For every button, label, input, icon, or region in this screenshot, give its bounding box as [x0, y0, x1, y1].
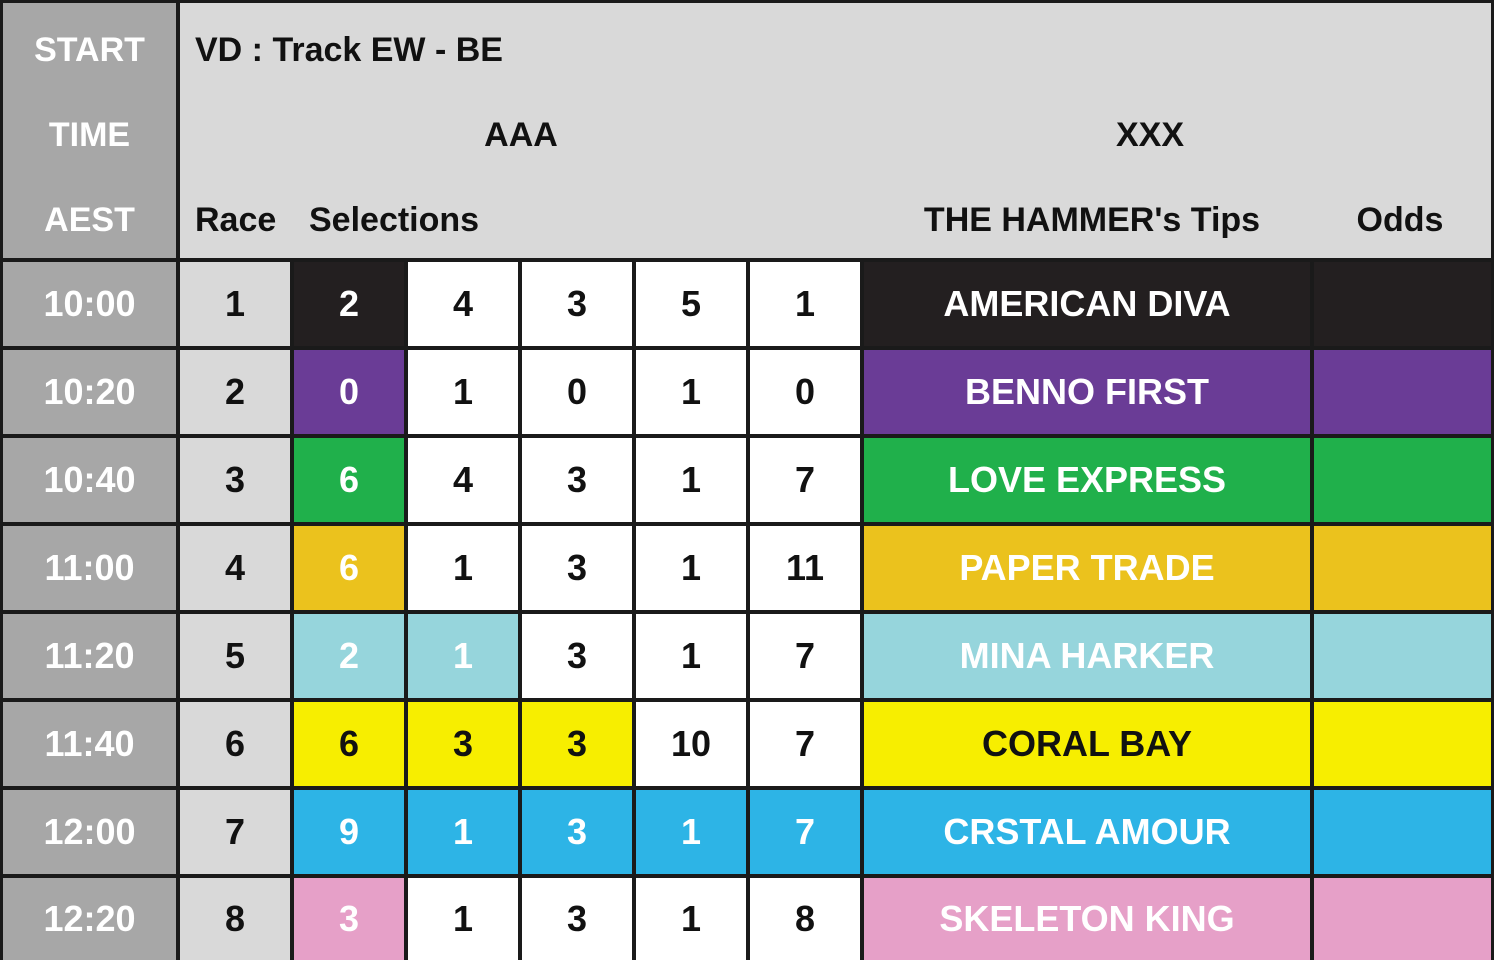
odds-cell [1314, 878, 1491, 960]
selection-cell: 3 [522, 790, 632, 874]
start-label: START [34, 31, 145, 69]
selection-cell: 3 [522, 878, 632, 960]
selection-cell: 1 [636, 350, 746, 434]
selection-cell: 10 [636, 702, 746, 786]
tip-name-cell: MINA HARKER [864, 614, 1310, 698]
selection-cell: 1 [636, 790, 746, 874]
odds-cell [1314, 526, 1491, 610]
start-time-header: START TIME AEST [3, 3, 176, 258]
selections-column-header: Selections [309, 201, 480, 239]
start-time-cell: 10:40 [3, 438, 176, 522]
selection-cell: 1 [636, 614, 746, 698]
selection-cell: 2 [294, 262, 404, 346]
selection-cell: 6 [294, 702, 404, 786]
tip-name-cell: SKELETON KING [864, 878, 1310, 960]
selection-cell: 1 [408, 350, 518, 434]
tip-name-cell: PAPER TRADE [864, 526, 1310, 610]
start-time-cell: 12:00 [3, 790, 176, 874]
odds-cell [1314, 350, 1491, 434]
odds-cell [1314, 702, 1491, 786]
aest-label: AEST [44, 201, 135, 239]
start-time-cell: 11:40 [3, 702, 176, 786]
selection-cell: 1 [636, 878, 746, 960]
selection-cell: 3 [522, 702, 632, 786]
race-column-header: Race [195, 201, 277, 239]
race-number-cell: 5 [180, 614, 290, 698]
odds-cell [1314, 262, 1491, 346]
race-number-cell: 3 [180, 438, 290, 522]
header-panel: VD : Track EW - BE AAA XXX Race Selectio… [180, 3, 1491, 258]
selection-cell: 7 [750, 702, 860, 786]
selection-cell: 6 [294, 526, 404, 610]
selection-cell: 4 [408, 262, 518, 346]
race-number-cell: 2 [180, 350, 290, 434]
selection-cell: 2 [294, 614, 404, 698]
selection-cell: 5 [636, 262, 746, 346]
selection-cell: 1 [408, 614, 518, 698]
tip-name-cell: LOVE EXPRESS [864, 438, 1310, 522]
start-time-cell: 10:20 [3, 350, 176, 434]
selection-cell: 1 [408, 790, 518, 874]
selection-cell: 1 [408, 878, 518, 960]
tips-column-header: THE HAMMER's Tips [923, 201, 1261, 239]
selection-cell: 3 [522, 262, 632, 346]
odds-cell [1314, 438, 1491, 522]
selection-cell: 3 [522, 614, 632, 698]
odds-cell [1314, 790, 1491, 874]
selection-cell: 1 [408, 526, 518, 610]
selection-cell: 7 [750, 614, 860, 698]
page-title: VD : Track EW - BE [195, 31, 503, 69]
race-number-cell: 4 [180, 526, 290, 610]
selection-cell: 0 [750, 350, 860, 434]
selection-cell: 7 [750, 790, 860, 874]
selection-cell: 3 [408, 702, 518, 786]
selection-cell: 0 [294, 350, 404, 434]
race-number-cell: 8 [180, 878, 290, 960]
tip-name-cell: AMERICAN DIVA [864, 262, 1310, 346]
start-time-cell: 12:20 [3, 878, 176, 960]
race-number-cell: 1 [180, 262, 290, 346]
selection-cell: 3 [522, 438, 632, 522]
tip-name-cell: CORAL BAY [864, 702, 1310, 786]
selection-cell: 9 [294, 790, 404, 874]
group-xxx-label: XXX [1115, 116, 1185, 154]
race-number-cell: 7 [180, 790, 290, 874]
selection-cell: 1 [636, 438, 746, 522]
selection-cell: 11 [750, 526, 860, 610]
group-aaa-label: AAA [484, 116, 558, 154]
tip-name-cell: BENNO FIRST [864, 350, 1310, 434]
start-time-cell: 10:00 [3, 262, 176, 346]
tip-name-cell: CRSTAL AMOUR [864, 790, 1310, 874]
selection-cell: 3 [294, 878, 404, 960]
start-time-cell: 11:00 [3, 526, 176, 610]
odds-column-header: Odds [1356, 201, 1444, 239]
selection-cell: 8 [750, 878, 860, 960]
selection-cell: 6 [294, 438, 404, 522]
race-number-cell: 6 [180, 702, 290, 786]
start-time-cell: 11:20 [3, 614, 176, 698]
time-label: TIME [48, 116, 131, 154]
selection-cell: 4 [408, 438, 518, 522]
selection-cell: 1 [636, 526, 746, 610]
odds-cell [1314, 614, 1491, 698]
selection-cell: 1 [750, 262, 860, 346]
selection-cell: 7 [750, 438, 860, 522]
selection-cell: 3 [522, 526, 632, 610]
selection-cell: 0 [522, 350, 632, 434]
